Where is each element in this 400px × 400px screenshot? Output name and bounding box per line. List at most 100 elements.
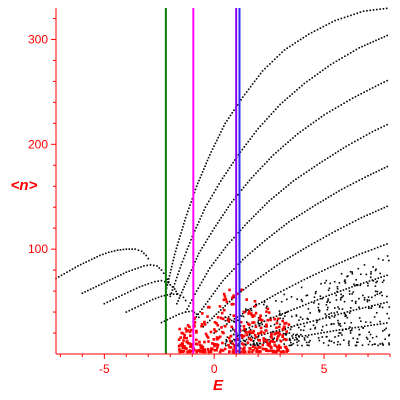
black-point (270, 268, 273, 270)
red-point (261, 347, 265, 351)
red-point (222, 298, 226, 302)
black-point (319, 71, 321, 73)
black-point (279, 147, 282, 150)
black-point (367, 296, 370, 298)
black-point (208, 235, 210, 238)
red-point (227, 336, 231, 340)
red-point (244, 331, 248, 334)
black-point (321, 160, 324, 163)
red-point (262, 331, 266, 335)
red-point (195, 329, 198, 333)
black-point (343, 187, 346, 189)
black-point (222, 307, 224, 309)
black-point (306, 294, 309, 297)
red-point (200, 344, 204, 348)
black-point (198, 179, 200, 182)
black-point (160, 321, 163, 324)
black-point (274, 293, 277, 296)
black-point (184, 311, 187, 313)
black-point (79, 263, 82, 266)
black-point (200, 174, 203, 176)
black-point (211, 148, 214, 150)
black-point (351, 272, 354, 275)
black-point (327, 298, 329, 300)
black-point (373, 343, 376, 346)
black-point (324, 67, 327, 70)
black-point (266, 118, 268, 120)
black-point (356, 12, 359, 15)
black-point (382, 7, 385, 10)
black-point (234, 339, 236, 341)
black-point (171, 286, 174, 288)
black-point (248, 219, 251, 222)
x-axis-label: E (213, 377, 224, 394)
black-point (291, 315, 293, 318)
black-point (179, 267, 181, 269)
black-point (319, 297, 322, 300)
black-point (126, 291, 129, 294)
black-point (281, 51, 283, 54)
black-point (261, 242, 264, 244)
black-point (279, 323, 281, 326)
black-point (339, 322, 341, 325)
red-point (225, 300, 229, 304)
red-point (186, 324, 190, 327)
black-point (386, 301, 388, 304)
black-point (372, 9, 375, 11)
black-point (338, 190, 340, 192)
black-point (335, 299, 338, 301)
black-point (332, 330, 335, 332)
black-point (358, 179, 361, 182)
black-point (319, 201, 322, 203)
black-point (184, 216, 187, 219)
black-point (326, 331, 328, 333)
ticks-layer: -5 0 5 100 200 300 (28, 17, 391, 376)
black-point (337, 229, 339, 231)
black-point (271, 330, 274, 333)
black-point (98, 284, 100, 287)
black-point (348, 222, 351, 225)
black-point (225, 344, 227, 347)
red-point (177, 344, 181, 348)
black-point (342, 147, 345, 149)
black-point (345, 224, 348, 227)
black-point (365, 281, 368, 283)
black-point (160, 269, 163, 271)
black-point (93, 257, 96, 259)
black-point (272, 330, 275, 333)
black-point (226, 244, 229, 246)
black-point (293, 217, 295, 220)
black-point (191, 198, 194, 200)
black-point (349, 257, 352, 259)
black-point (271, 60, 274, 63)
red-point (262, 337, 265, 340)
black-point (375, 335, 378, 338)
black-point (344, 315, 346, 318)
black-point (367, 324, 369, 327)
black-point (324, 268, 326, 271)
black-point (269, 296, 271, 299)
red-point (207, 305, 210, 309)
black-point (378, 38, 380, 40)
red-point (251, 315, 255, 318)
black-point (233, 338, 235, 341)
black-series-8 (184, 123, 388, 313)
black-point (189, 272, 192, 274)
red-point (258, 349, 261, 353)
black-point (223, 125, 225, 127)
black-point (268, 115, 270, 118)
black-point (370, 307, 372, 309)
red-point (283, 337, 286, 341)
black-point (294, 253, 297, 255)
black-point (315, 290, 317, 293)
red-point (200, 312, 204, 315)
black-point (273, 337, 276, 340)
red-point (267, 311, 271, 314)
black-point (284, 328, 287, 331)
black-point (197, 182, 199, 185)
black-point (122, 272, 125, 275)
black-point (303, 337, 306, 339)
black-point (247, 309, 249, 311)
black-point (182, 257, 185, 260)
black-point (178, 297, 181, 299)
